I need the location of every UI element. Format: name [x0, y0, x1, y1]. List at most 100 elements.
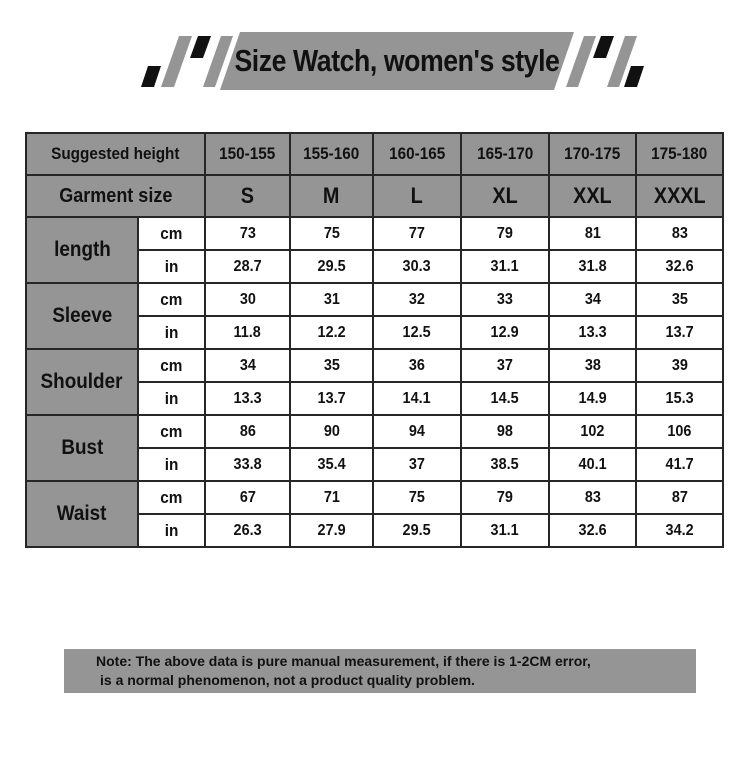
stripe-right-gray-2	[607, 36, 637, 87]
value-cell: 90	[289, 414, 374, 449]
value-cell: 71	[289, 480, 374, 515]
measurement-row-cm: Waist cm 67 71 75 79 83 87	[25, 480, 724, 548]
stripe-left-gray	[161, 36, 192, 87]
measurement-row-in: in 13.3 13.7 14.1 14.5 14.9 15.3	[26, 381, 724, 416]
unit-label: in	[137, 513, 206, 548]
unit-label: in	[137, 381, 206, 416]
value-cell: 81	[548, 216, 637, 251]
size-cell: XXXL	[635, 174, 724, 218]
value-cell: 98	[460, 414, 550, 449]
value-cell: 14.1	[372, 381, 462, 416]
value-cell: 106	[635, 414, 724, 449]
value-cell: 13.3	[204, 381, 291, 416]
value-cell: 67	[204, 480, 291, 515]
stripe-left-black-low	[141, 66, 161, 87]
value-cell: 13.7	[635, 315, 724, 350]
stripe-right-black-low	[624, 66, 644, 87]
size-chart-table: Suggested height 150-155 155-160 160-165…	[25, 132, 724, 548]
height-row: Suggested height 150-155 155-160 160-165…	[25, 132, 724, 176]
height-label: Suggested height	[25, 132, 206, 176]
height-cell: 150-155	[204, 132, 291, 176]
value-cell: 38	[548, 348, 637, 383]
value-cell: 33	[460, 282, 550, 317]
measurement-row-in: in 11.8 12.2 12.5 12.9 13.3 13.7	[26, 315, 724, 350]
measurement-label: Sleeve	[25, 282, 139, 350]
value-cell: 31	[289, 282, 374, 317]
unit-label: cm	[137, 216, 206, 251]
value-cell: 38.5	[460, 447, 550, 482]
height-cell: 165-170	[460, 132, 550, 176]
value-cell: 30	[204, 282, 291, 317]
value-cell: 12.2	[289, 315, 374, 350]
value-cell: 79	[460, 480, 550, 515]
height-cell: 170-175	[548, 132, 637, 176]
value-cell: 73	[204, 216, 291, 251]
value-cell: 75	[289, 216, 374, 251]
value-cell: 77	[372, 216, 462, 251]
value-cell: 102	[548, 414, 637, 449]
page-title: Size Watch, women's style	[222, 34, 572, 88]
unit-label: in	[137, 315, 206, 350]
value-cell: 11.8	[204, 315, 291, 350]
value-cell: 79	[460, 216, 550, 251]
measurement-label: length	[25, 216, 139, 284]
value-cell: 39	[635, 348, 724, 383]
size-cell: L	[372, 174, 462, 218]
height-cell: 155-160	[289, 132, 374, 176]
value-cell: 31.1	[460, 513, 550, 548]
value-cell: 32.6	[548, 513, 637, 548]
value-cell: 31.8	[548, 249, 637, 284]
value-cell: 27.9	[289, 513, 374, 548]
measurement-row-cm: length cm 73 75 77 79 81 83	[25, 216, 724, 284]
measurement-note: Note: The above data is pure manual meas…	[64, 649, 696, 693]
measurement-row-in: in 33.8 35.4 37 38.5 40.1 41.7	[26, 447, 724, 482]
stripe-left-gray-2	[203, 36, 233, 87]
stripe-left-black-high	[190, 36, 211, 58]
measurement-label: Waist	[25, 480, 139, 548]
unit-label: cm	[137, 348, 206, 383]
unit-label: cm	[137, 414, 206, 449]
note-line-2: is a normal phenomenon, not a product qu…	[100, 672, 475, 688]
value-cell: 14.9	[548, 381, 637, 416]
value-cell: 83	[635, 216, 724, 251]
value-cell: 87	[635, 480, 724, 515]
value-cell: 13.7	[289, 381, 374, 416]
value-cell: 29.5	[289, 249, 374, 284]
unit-label: in	[137, 249, 206, 284]
value-cell: 34	[204, 348, 291, 383]
unit-label: in	[137, 447, 206, 482]
value-cell: 13.3	[548, 315, 637, 350]
value-cell: 29.5	[372, 513, 462, 548]
value-cell: 30.3	[372, 249, 462, 284]
value-cell: 36	[372, 348, 462, 383]
value-cell: 12.5	[372, 315, 462, 350]
title-banner-decoration	[141, 32, 644, 90]
value-cell: 12.9	[460, 315, 550, 350]
banner-background	[220, 32, 574, 90]
value-cell: 41.7	[635, 447, 724, 482]
stripe-right-gray	[566, 36, 596, 87]
value-cell: 35	[289, 348, 374, 383]
value-cell: 33.8	[204, 447, 291, 482]
value-cell: 94	[372, 414, 462, 449]
measurement-row-cm: Bust cm 86 90 94 98 102 106	[25, 414, 724, 482]
height-cell: 175-180	[635, 132, 724, 176]
value-cell: 40.1	[548, 447, 637, 482]
measurement-row-cm: Sleeve cm 30 31 32 33 34 35	[25, 282, 724, 350]
value-cell: 86	[204, 414, 291, 449]
size-cell: M	[289, 174, 374, 218]
value-cell: 28.7	[204, 249, 291, 284]
unit-label: cm	[137, 282, 206, 317]
measurement-row-cm: Shoulder cm 34 35 36 37 38 39	[25, 348, 724, 416]
value-cell: 32	[372, 282, 462, 317]
value-cell: 35	[635, 282, 724, 317]
size-cell: XXL	[548, 174, 637, 218]
note-line-1: Note: The above data is pure manual meas…	[96, 653, 591, 669]
value-cell: 83	[548, 480, 637, 515]
size-cell: S	[204, 174, 291, 218]
value-cell: 35.4	[289, 447, 374, 482]
measurement-row-in: in 26.3 27.9 29.5 31.1 32.6 34.2	[26, 513, 724, 548]
size-row: Garment size S M L XL XXL XXXL	[25, 174, 724, 218]
value-cell: 31.1	[460, 249, 550, 284]
height-cell: 160-165	[372, 132, 462, 176]
